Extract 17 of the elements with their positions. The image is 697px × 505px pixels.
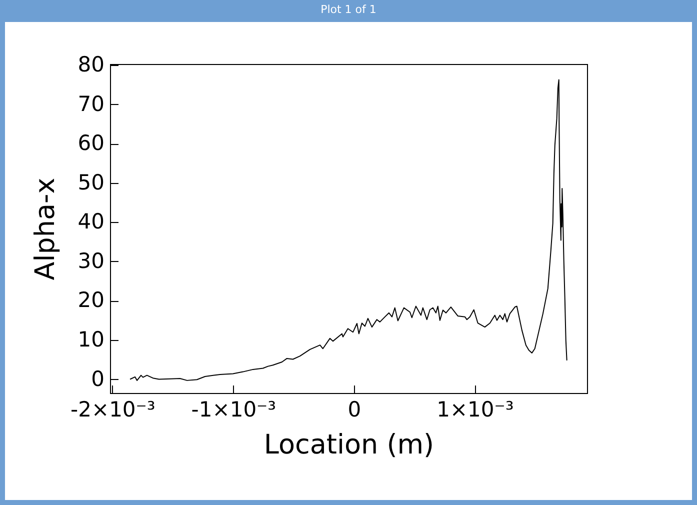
x-tick-label: 1×10⁻³ [436, 398, 514, 422]
x-axis-title: Location (m) [264, 430, 434, 460]
y-tick-label: 40 [78, 210, 104, 234]
chart-title: Plot 1 of 1 [320, 2, 378, 18]
y-tick-label: 80 [78, 52, 104, 77]
y-axis-title: Alpha-x [30, 178, 61, 280]
x-tick-label: -1×10⁻³ [191, 398, 276, 422]
x-tick-label: 0 [348, 398, 362, 422]
y-tick-label: 10 [78, 328, 104, 352]
y-tick-label: 30 [78, 248, 104, 273]
y-tick-label: 0 [91, 366, 104, 391]
y-tick-label: 20 [78, 288, 104, 312]
y-tick-label: 50 [78, 170, 104, 194]
y-tick-label: 60 [78, 131, 104, 156]
y-tick-label: 70 [78, 92, 104, 116]
x-tick-label: -2×10⁻³ [70, 398, 156, 422]
line-series [130, 79, 568, 381]
